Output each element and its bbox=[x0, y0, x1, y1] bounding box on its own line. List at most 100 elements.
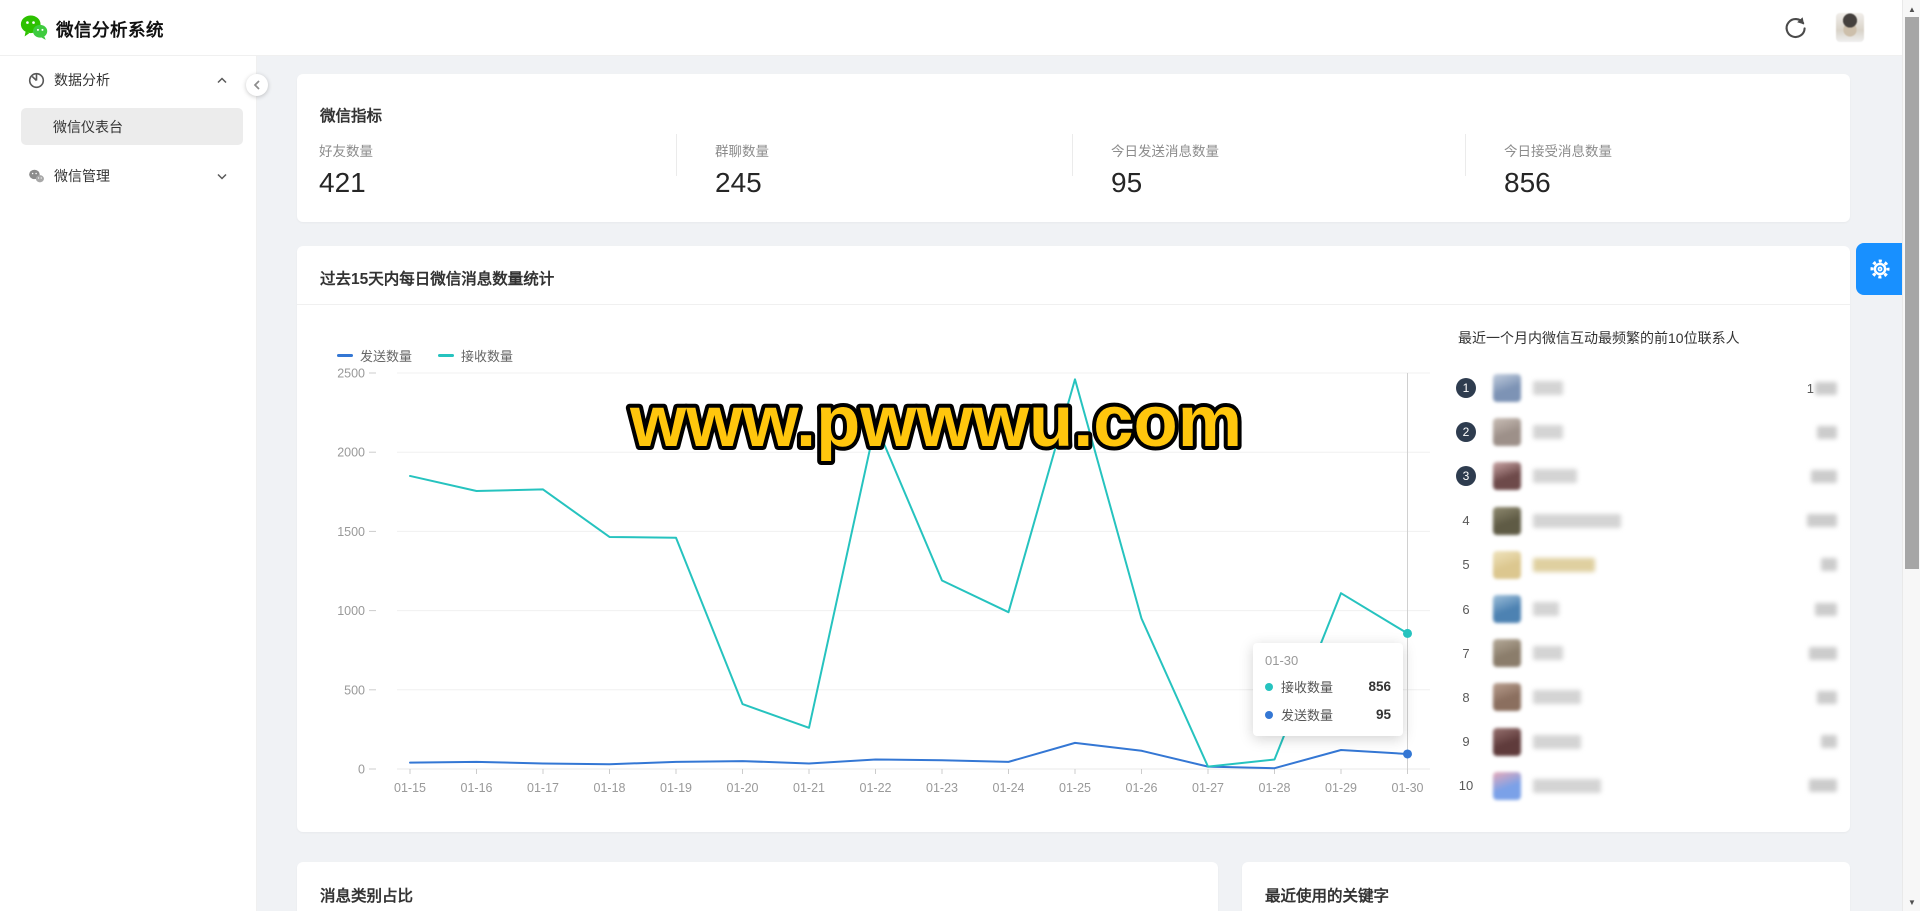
contact-count-blurred bbox=[1807, 514, 1837, 528]
metric-value: 421 bbox=[319, 167, 366, 198]
chart-card: 过去15天内每日微信消息数量统计 发送数量 接收数量 0 500 1000 1500 20… bbox=[297, 246, 1850, 832]
line-chart: 0 500 1000 1500 2000 2500 01-15 01-16 01-17 01-18… bbox=[297, 246, 1850, 832]
contact-avatar bbox=[1493, 462, 1521, 491]
svg-text:01-28: 01-28 bbox=[1259, 781, 1291, 795]
svg-text:1000: 1000 bbox=[337, 604, 365, 618]
contact-avatar bbox=[1493, 418, 1521, 447]
contact-name-blurred bbox=[1533, 557, 1595, 572]
chevron-up-icon bbox=[217, 76, 227, 83]
tooltip-date: 01-30 bbox=[1265, 653, 1299, 668]
scrollbar-down-arrow[interactable]: ▼ bbox=[1908, 897, 1916, 907]
contact-count-blurred bbox=[1817, 425, 1837, 439]
sidebar-item-wechat-dashboard[interactable]: 微信仪表台 bbox=[21, 108, 243, 145]
contact-count bbox=[1807, 514, 1837, 528]
svg-text:01-29: 01-29 bbox=[1325, 781, 1357, 795]
contact-avatar bbox=[1493, 374, 1521, 403]
contact-name-blurred bbox=[1533, 778, 1601, 793]
metric-divider bbox=[676, 134, 677, 176]
metrics-card-title: 微信指标 bbox=[320, 108, 383, 125]
contact-name-blurred bbox=[1533, 602, 1559, 617]
pie-chart-icon bbox=[28, 72, 45, 88]
legend-dash-icon bbox=[438, 354, 455, 357]
svg-text:0: 0 bbox=[358, 763, 365, 777]
rank-badge: 3 bbox=[1456, 466, 1476, 487]
svg-text:01-19: 01-19 bbox=[660, 781, 692, 795]
user-avatar[interactable] bbox=[1836, 13, 1864, 42]
tooltip-row: 发送数量 95 bbox=[1265, 705, 1391, 724]
svg-text:01-20: 01-20 bbox=[727, 781, 759, 795]
contact-row: 9 bbox=[1455, 720, 1850, 764]
contact-count-blurred bbox=[1817, 690, 1837, 704]
contact-name-blurred bbox=[1533, 381, 1563, 396]
series-dot-icon bbox=[1265, 710, 1273, 719]
tooltip-series-name: 发送数量 bbox=[1281, 708, 1334, 723]
app-title: 微信分析系统 bbox=[56, 20, 164, 40]
svg-text:01-24: 01-24 bbox=[993, 781, 1025, 795]
contact-row: 8 bbox=[1455, 675, 1850, 719]
svg-text:01-30: 01-30 bbox=[1392, 781, 1424, 795]
contact-count-blurred bbox=[1815, 381, 1837, 395]
tooltip-series-value: 856 bbox=[1368, 679, 1391, 694]
metric-value: 245 bbox=[715, 167, 762, 198]
settings-button[interactable] bbox=[1856, 243, 1903, 295]
sidebar-subitem-label: 微信仪表台 bbox=[53, 118, 123, 135]
contact-name-blurred bbox=[1533, 690, 1581, 705]
svg-text:01-26: 01-26 bbox=[1126, 781, 1158, 795]
contact-count bbox=[1809, 779, 1837, 793]
chart-card-header: 过去15天内每日微信消息数量统计 bbox=[297, 246, 1850, 305]
legend-item-发送数量[interactable]: 发送数量 bbox=[337, 346, 412, 365]
rank-number: 4 bbox=[1462, 513, 1470, 529]
contact-count-blurred bbox=[1811, 469, 1837, 483]
contact-name-blurred bbox=[1533, 469, 1577, 484]
sidebar-collapse-button[interactable] bbox=[246, 74, 268, 96]
sidebar-item-wechat-management[interactable]: 微信管理 bbox=[0, 156, 257, 196]
metric-label: 群聊数量 bbox=[715, 144, 769, 159]
vertical-scrollbar[interactable]: ▲ ▼ bbox=[1902, 0, 1920, 911]
sidebar-item-data-analysis[interactable]: 数据分析 bbox=[0, 60, 257, 100]
legend-dash-icon bbox=[337, 354, 353, 357]
metric-item: 今日发送消息数量 95 bbox=[1111, 140, 1219, 199]
svg-text:01-18: 01-18 bbox=[594, 781, 626, 795]
legend-item-接收数量[interactable]: 接收数量 bbox=[438, 346, 513, 365]
contact-row: 10 bbox=[1455, 764, 1850, 808]
legend-label: 发送数量 bbox=[360, 349, 413, 364]
contact-row: 2 bbox=[1455, 410, 1850, 454]
tooltip-series-name: 接收数量 bbox=[1281, 680, 1334, 695]
contact-row: 4 bbox=[1455, 499, 1850, 543]
rank-number: 8 bbox=[1462, 689, 1470, 705]
contact-count-blurred bbox=[1821, 735, 1837, 749]
metric-divider bbox=[1465, 134, 1466, 176]
contact-count-blurred bbox=[1809, 646, 1837, 660]
contact-count-blurred bbox=[1815, 602, 1837, 616]
contact-avatar bbox=[1493, 639, 1521, 668]
tooltip-rows: 接收数量 856 发送数量 95 bbox=[1265, 677, 1391, 724]
top-header: 微信分析系统 bbox=[0, 0, 1903, 56]
contact-count bbox=[1817, 425, 1837, 439]
metric-item: 今日接受消息数量 856 bbox=[1504, 140, 1612, 199]
rank-number: 6 bbox=[1462, 601, 1470, 617]
contact-row: 3 bbox=[1455, 454, 1850, 498]
scrollbar-thumb[interactable] bbox=[1905, 17, 1919, 569]
rank-number: 10 bbox=[1458, 778, 1474, 794]
svg-text:2500: 2500 bbox=[337, 367, 365, 381]
contact-row: 5 bbox=[1455, 543, 1850, 587]
chart-tooltip: 01-30 接收数量 856 发送数量 95 bbox=[1253, 643, 1403, 736]
contact-avatar bbox=[1493, 550, 1521, 579]
metric-value: 856 bbox=[1504, 167, 1551, 198]
svg-text:01-22: 01-22 bbox=[860, 781, 892, 795]
rank-number: 9 bbox=[1462, 734, 1470, 750]
tooltip-row: 接收数量 856 bbox=[1265, 677, 1391, 696]
contact-avatar bbox=[1493, 683, 1521, 712]
contact-avatar bbox=[1493, 506, 1521, 535]
contact-row: 6 bbox=[1455, 587, 1850, 631]
rank-number: 7 bbox=[1462, 645, 1470, 661]
tooltip-series-value: 95 bbox=[1375, 707, 1391, 722]
gear-icon bbox=[1870, 259, 1889, 279]
metric-label: 好友数量 bbox=[319, 144, 373, 159]
contact-count-prefix: 1 bbox=[1806, 380, 1814, 396]
svg-text:1500: 1500 bbox=[337, 525, 365, 539]
refresh-icon[interactable] bbox=[1782, 15, 1808, 41]
scrollbar-up-arrow[interactable]: ▲ bbox=[1908, 4, 1916, 14]
